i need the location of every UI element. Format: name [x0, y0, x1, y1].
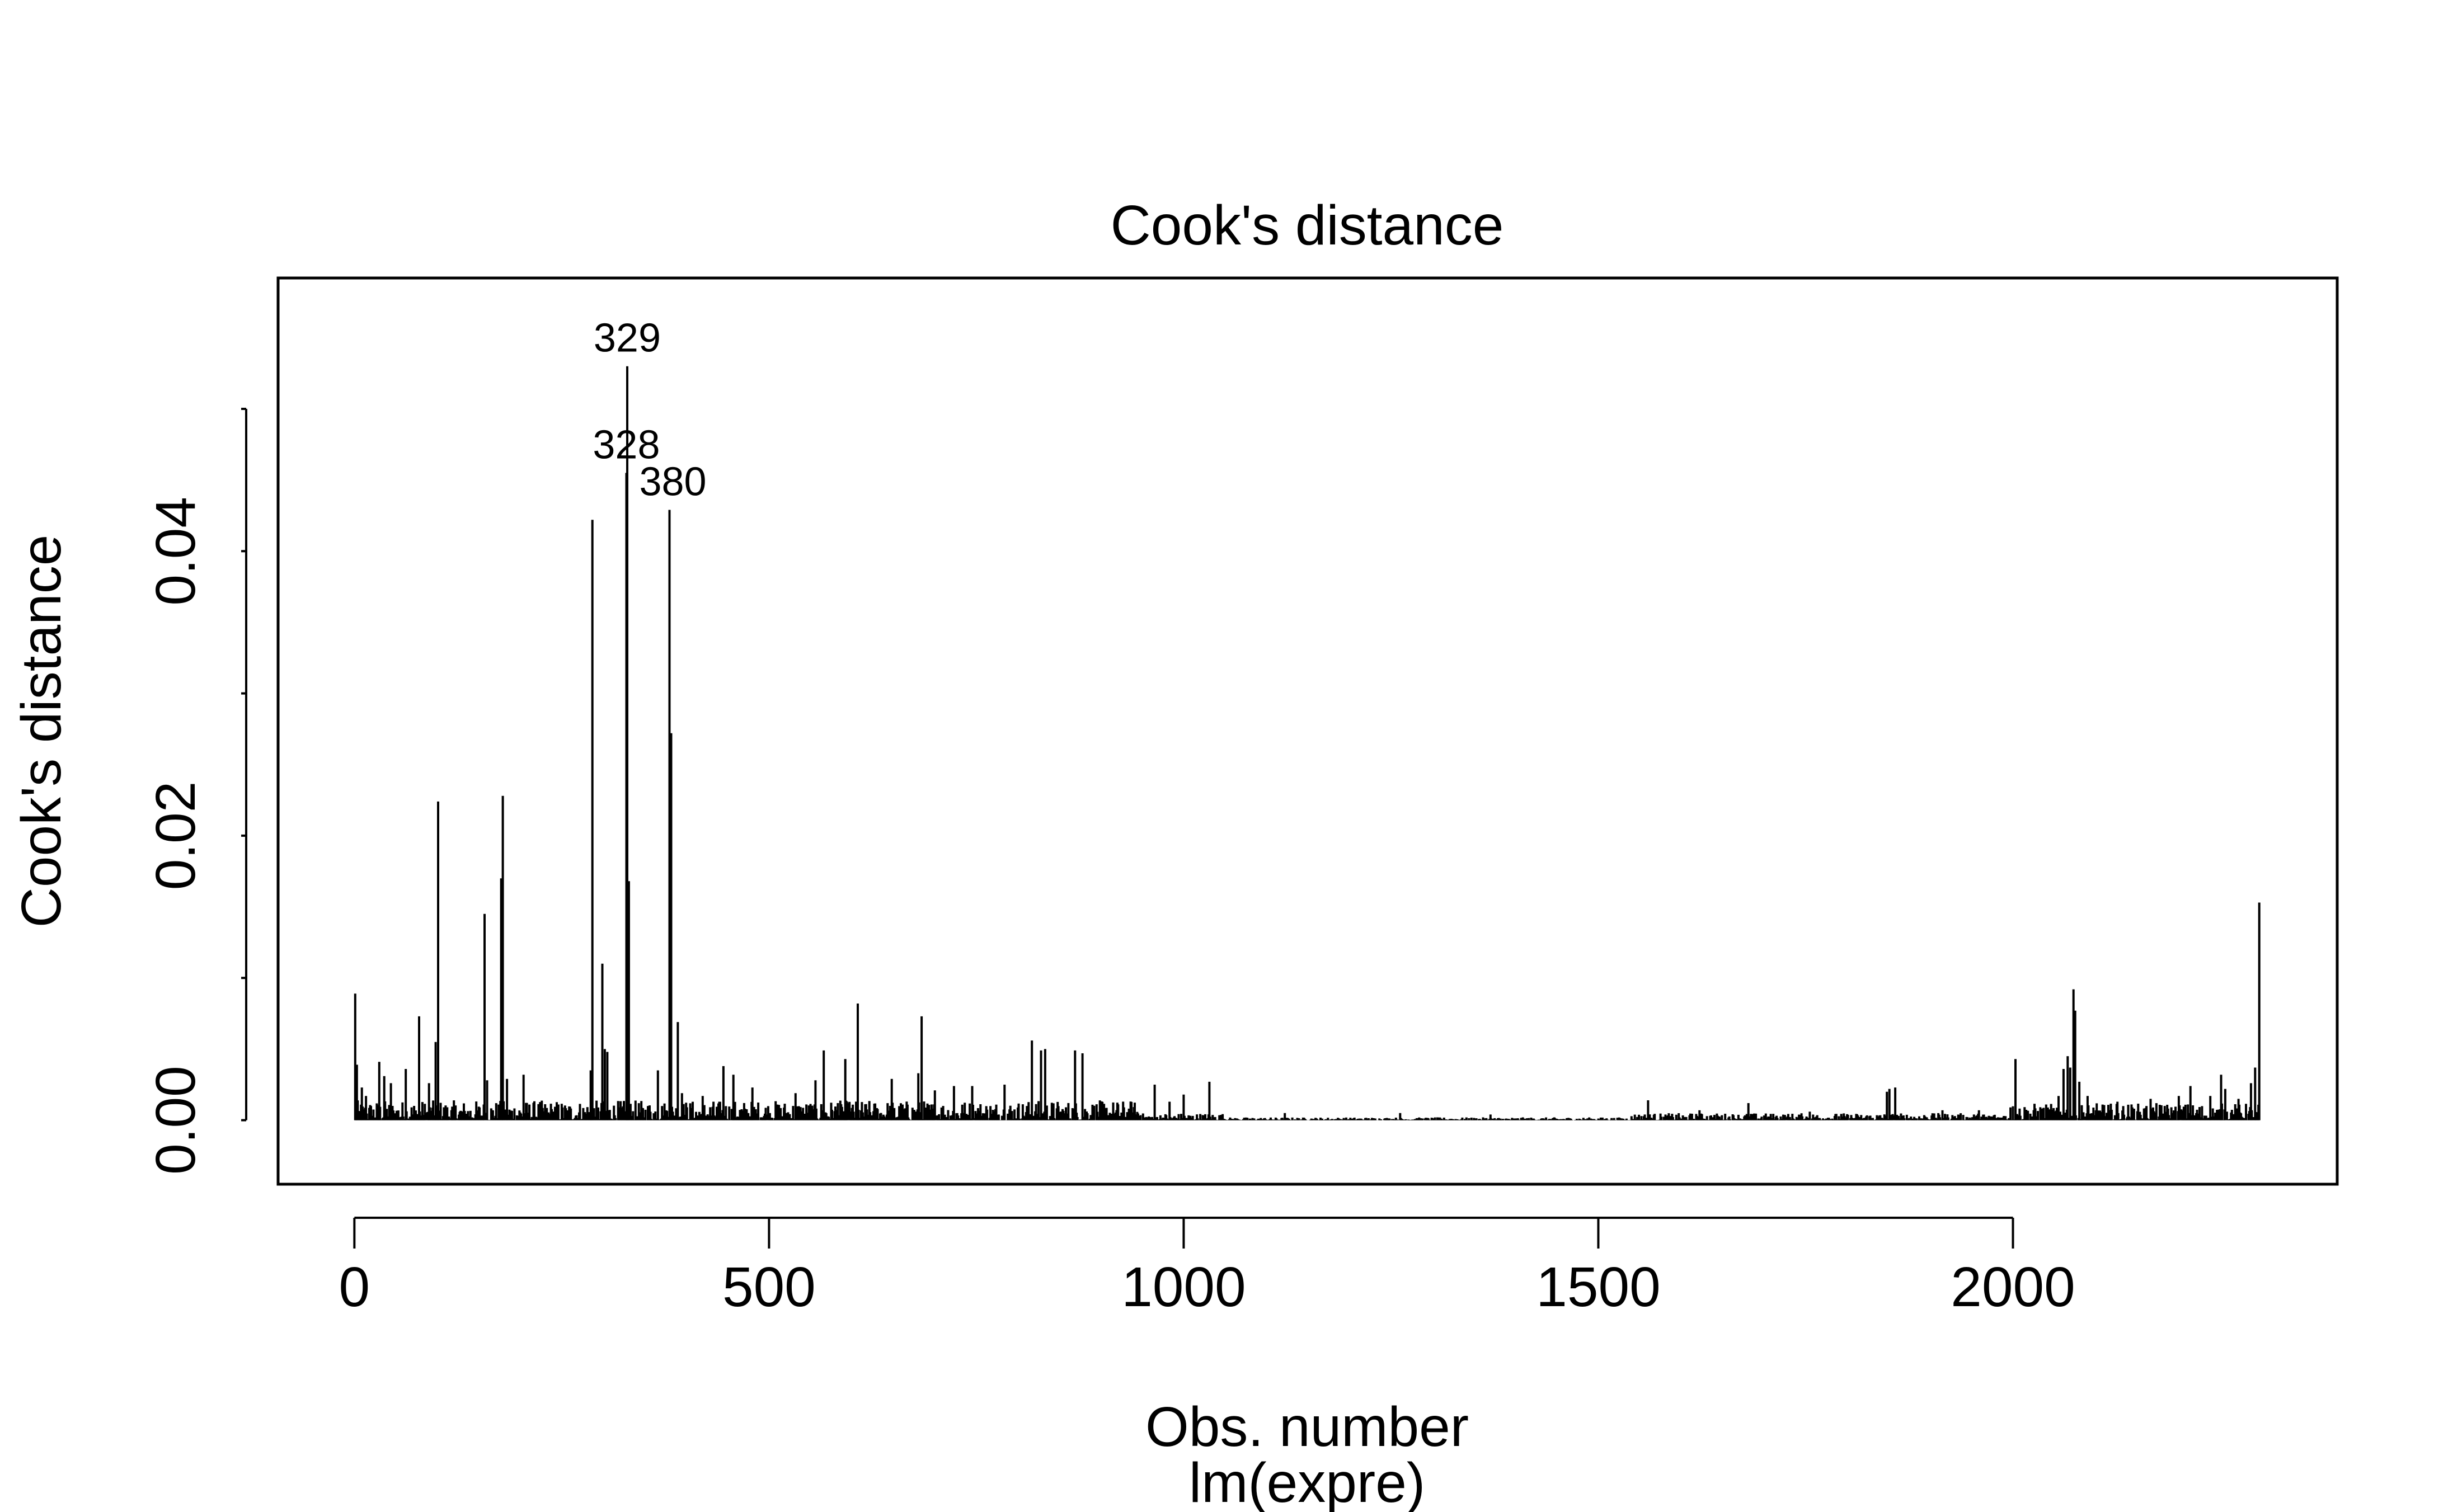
x-tick-label: 1500: [1536, 1256, 1660, 1318]
y-axis: 0.00 0.02 0.04: [144, 407, 247, 1175]
x-tick-label: 0: [339, 1256, 370, 1318]
x-axis: 0 500 1000 1500 2000: [339, 1217, 2075, 1318]
x-tick-label: 500: [722, 1256, 816, 1318]
y-tick-label: 0.00: [144, 1066, 207, 1175]
point-label-329: 329: [594, 316, 661, 361]
bar-series: [354, 366, 2261, 1120]
point-label-328: 328: [593, 422, 660, 467]
chart-title: Cook's distance: [1111, 194, 1504, 257]
plot-frame: [276, 276, 2339, 1186]
y-tick-label: 0.02: [144, 781, 207, 891]
point-label-380: 380: [639, 460, 706, 505]
x-axis-label: Obs. number: [1145, 1396, 1469, 1458]
model-label: lm(expre): [1189, 1452, 1425, 1512]
y-tick-label: 0.04: [144, 497, 207, 606]
y-axis-label: Cook's distance: [10, 535, 73, 928]
x-tick-label: 2000: [1951, 1256, 2075, 1318]
x-tick-label: 1000: [1121, 1256, 1246, 1318]
